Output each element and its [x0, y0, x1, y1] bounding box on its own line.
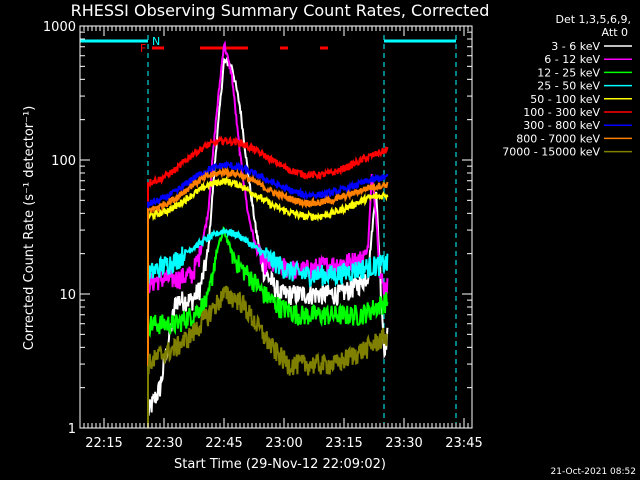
x-tick-label: 22:45 — [205, 436, 242, 451]
series-line — [147, 135, 389, 428]
y-axis-label: Corrected Count Rate (s⁻¹ detector⁻¹) — [22, 106, 37, 351]
x-tick-label: 22:15 — [85, 436, 122, 451]
x-axis-label: Start Time (29-Nov-12 22:09:02) — [174, 457, 386, 472]
y-tick-label: 1 — [68, 422, 76, 437]
flare-flag-label: F — [140, 42, 146, 55]
y-tick-label: 10 — [59, 288, 76, 303]
plot-frame — [79, 25, 473, 429]
legend-label: 6 - 12 keV — [544, 53, 600, 66]
legend-label: 50 - 100 keV — [530, 93, 600, 106]
x-tick-label: 22:30 — [145, 436, 182, 451]
series-line — [147, 226, 389, 428]
legend-label: 7000 - 15000 keV — [502, 146, 600, 159]
annotations: NF — [80, 26, 457, 428]
series-line — [147, 285, 389, 428]
x-tick-label: 23:15 — [325, 436, 362, 451]
x-tick-label: 23:00 — [265, 436, 302, 451]
chart-title: RHESSI Observing Summary Count Rates, Co… — [71, 1, 490, 20]
legend-label: 25 - 50 keV — [537, 80, 600, 93]
series-group — [147, 40, 389, 428]
legend-label: 100 - 300 keV — [523, 106, 600, 119]
legend-label: 3 - 6 keV — [551, 40, 600, 53]
legend-label: 300 - 800 keV — [523, 119, 600, 132]
legend-label: 800 - 7000 keV — [516, 132, 600, 145]
series-line — [147, 56, 389, 428]
footer-date: 21-Oct-2021 08:52 — [551, 467, 636, 477]
legend-header: Det 1,3,5,6,9, — [555, 13, 631, 26]
series-line — [147, 175, 389, 428]
legend-label: 12 - 25 keV — [537, 66, 600, 79]
series-line — [147, 166, 389, 428]
series-line — [147, 40, 389, 428]
x-tick-label: 23:45 — [445, 436, 482, 451]
series-line — [147, 226, 389, 428]
series-line — [147, 160, 389, 428]
axes: 1 10 100 1000 22:15 22:30 22:45 23:00 23:15 23:30… — [43, 20, 483, 451]
x-tick-label: 23:30 — [385, 436, 422, 451]
y-tick-label: 100 — [51, 154, 76, 169]
night-label: N — [152, 35, 160, 48]
legend-att: Att 0 — [602, 26, 628, 39]
y-tick-label: 1000 — [43, 20, 76, 35]
